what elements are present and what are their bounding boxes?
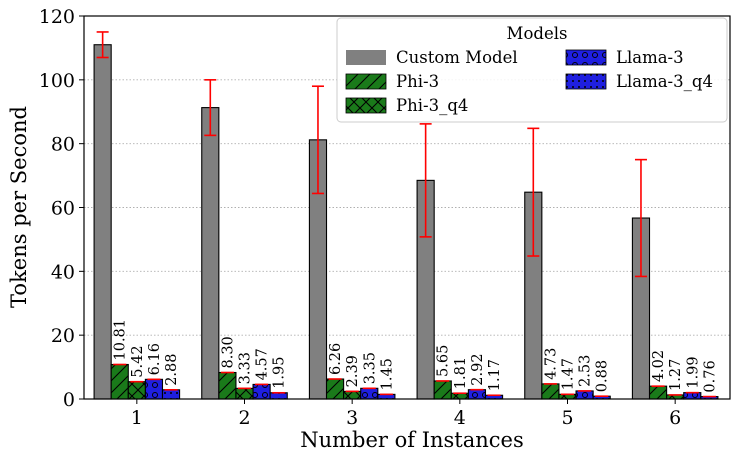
data-label: 5.42: [130, 345, 146, 377]
bar-llama-3-5[interactable]: [575, 390, 594, 400]
bar-llama-3-4[interactable]: [467, 389, 487, 400]
legend-label: Custom Model: [396, 48, 518, 67]
bar-llama-3-1[interactable]: [144, 378, 164, 400]
bar-phi-3-5[interactable]: [541, 383, 560, 400]
x-tick-label: 1: [131, 407, 143, 429]
data-label: 3.35: [362, 352, 378, 384]
legend-label: Phi-3_q4: [396, 96, 468, 115]
data-labels-layer: 10.815.42 6.16 2.88 8.30 3.33 4.57 1.95 6.26 2.3…: [113, 319, 719, 393]
data-label: 4.02: [651, 350, 667, 382]
y-tick-label: 80: [51, 134, 75, 156]
data-label: 1.81: [453, 357, 469, 389]
bar-phi-3-2[interactable]: [218, 371, 237, 400]
data-label: 1.47: [561, 358, 577, 390]
data-label: 1.17: [487, 359, 503, 391]
x-tick-label: 3: [346, 407, 358, 429]
data-label: 10.81: [113, 319, 129, 361]
legend-swatch: [345, 73, 387, 90]
legend-label: Llama-3: [616, 48, 684, 67]
data-label: 0.88: [595, 360, 611, 392]
bar-custom-model-2[interactable]: [201, 107, 220, 400]
bar-phi-3-q4-4[interactable]: [450, 392, 469, 400]
bar-llama-3-2[interactable]: [252, 383, 271, 400]
y-ticks-layer: 0 20 40 60 80 100 120: [39, 6, 84, 411]
data-label: 1.45: [379, 358, 395, 390]
y-axis-label: Tokens per Second: [7, 106, 31, 308]
legend-swatch: [345, 97, 387, 114]
legend-swatch: [346, 50, 386, 65]
data-label: 4.73: [543, 348, 559, 380]
bar-llama-3-q4-1[interactable]: [161, 389, 181, 400]
legend-swatch: [565, 73, 607, 90]
data-label: 0.76: [702, 360, 718, 392]
data-label: 3.33: [238, 352, 254, 384]
data-label: 2.92: [470, 353, 486, 385]
legend[interactable]: Models Custom Model Phi-3 Phi-3_q4 Llama-3 L…: [336, 17, 728, 123]
legend-swatch: [565, 49, 607, 66]
y-tick-label: 60: [51, 198, 75, 220]
bar-phi-3-6[interactable]: [648, 385, 668, 400]
bar-phi-3-1[interactable]: [110, 363, 129, 400]
y-tick-label: 40: [51, 261, 75, 283]
data-label: 2.53: [578, 355, 594, 387]
error-bars-layer: [96, 31, 716, 398]
data-label: 6.16: [147, 343, 163, 375]
data-label: 2.88: [164, 354, 180, 386]
legend-box: [336, 17, 728, 123]
y-tick-label: 100: [39, 70, 75, 92]
x-tick-label: 6: [669, 407, 681, 429]
bar-phi-3-3[interactable]: [325, 378, 345, 400]
x-tick-label: 5: [561, 407, 573, 429]
x-tick-label: 4: [454, 407, 466, 429]
data-label: 6.26: [328, 343, 344, 375]
bar-phi-3-q4-3[interactable]: [343, 390, 362, 400]
data-label: 1.95: [272, 356, 288, 388]
data-label: 1.27: [668, 359, 684, 391]
data-label: 1.99: [685, 356, 701, 388]
bar-phi-3-4[interactable]: [433, 380, 452, 400]
y-tick-label: 120: [39, 6, 75, 28]
legend-label: Phi-3: [396, 72, 439, 91]
y-tick-label: 20: [51, 325, 75, 347]
data-label: 2.39: [345, 355, 361, 387]
legend-label: Llama-3_q4: [616, 72, 713, 91]
legend-title: Models: [507, 24, 568, 43]
bar-phi-3-q4-1[interactable]: [127, 381, 146, 400]
bar-phi-3-q4-2[interactable]: [235, 387, 254, 400]
x-axis-label: Number of Instances: [300, 428, 524, 452]
bar-custom-model-1[interactable]: [93, 44, 112, 400]
data-label: 4.57: [255, 348, 271, 380]
data-label: 8.30: [220, 336, 236, 368]
bar-llama-3-6[interactable]: [683, 392, 702, 400]
data-label: 5.65: [436, 345, 452, 377]
bar-llama-3-q4-2[interactable]: [269, 392, 288, 400]
x-ticks-layer: 1 2 3 4 5 6: [131, 399, 681, 429]
y-tick-label: 0: [63, 389, 75, 411]
x-tick-label: 2: [238, 407, 250, 429]
bar-llama-3-3[interactable]: [360, 387, 379, 400]
legend-items: Custom Model Phi-3 Phi-3_q4 Llama-3 Llama-3_…: [345, 48, 713, 115]
